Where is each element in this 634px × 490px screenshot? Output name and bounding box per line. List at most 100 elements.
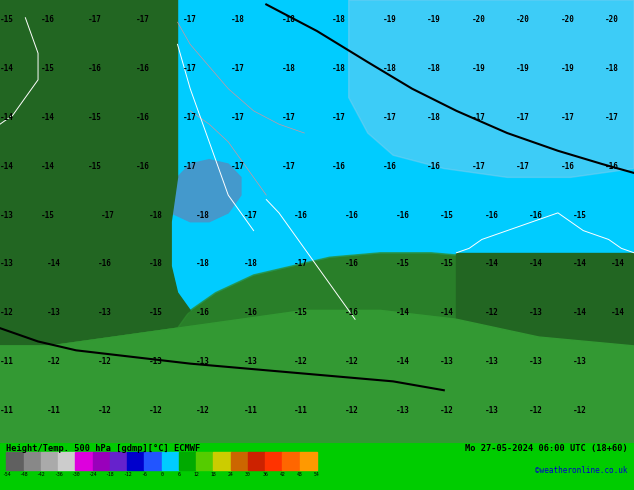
Text: -16: -16 — [345, 259, 359, 269]
Text: -16: -16 — [332, 162, 346, 171]
Text: 48: 48 — [297, 472, 302, 477]
Text: -17: -17 — [383, 113, 397, 122]
Text: -19: -19 — [472, 64, 486, 73]
Text: -12: -12 — [98, 357, 112, 366]
Text: -15: -15 — [0, 16, 13, 24]
Text: 6: 6 — [178, 472, 180, 477]
Text: -17: -17 — [332, 113, 346, 122]
Text: -13: -13 — [98, 308, 112, 317]
Polygon shape — [0, 253, 634, 346]
Text: -18: -18 — [605, 64, 619, 73]
Text: -15: -15 — [88, 162, 102, 171]
Text: Height/Temp. 500 hPa [gdmp][°C] ECMWF: Height/Temp. 500 hPa [gdmp][°C] ECMWF — [6, 444, 200, 453]
Text: -18: -18 — [243, 259, 257, 269]
Text: -15: -15 — [148, 308, 162, 317]
Text: -12: -12 — [196, 406, 210, 415]
Text: -17: -17 — [101, 211, 115, 220]
Text: -17: -17 — [88, 16, 102, 24]
Text: -11: -11 — [0, 406, 13, 415]
Text: -16: -16 — [196, 308, 210, 317]
Text: -11: -11 — [0, 357, 13, 366]
Text: -12: -12 — [345, 406, 359, 415]
Text: -18: -18 — [332, 64, 346, 73]
Text: -14: -14 — [0, 162, 13, 171]
Text: -15: -15 — [440, 211, 454, 220]
Bar — [283, 452, 300, 469]
Text: -17: -17 — [231, 162, 245, 171]
Text: 24: 24 — [228, 472, 233, 477]
Polygon shape — [0, 311, 634, 443]
Polygon shape — [456, 253, 634, 443]
Text: 36: 36 — [262, 472, 268, 477]
Text: -13: -13 — [484, 357, 498, 366]
Text: -12: -12 — [294, 357, 308, 366]
Polygon shape — [171, 0, 634, 311]
Text: -18: -18 — [196, 259, 210, 269]
Text: -48: -48 — [19, 472, 28, 477]
Text: -11: -11 — [294, 406, 308, 415]
Text: -16: -16 — [383, 162, 397, 171]
Bar — [23, 452, 41, 469]
Text: -13: -13 — [196, 357, 210, 366]
Text: -18: -18 — [106, 472, 114, 477]
Bar — [6, 452, 23, 469]
Text: -12: -12 — [573, 406, 587, 415]
Text: -18: -18 — [427, 113, 441, 122]
Text: -13: -13 — [396, 406, 410, 415]
Text: -13: -13 — [573, 357, 587, 366]
Text: -12: -12 — [484, 308, 498, 317]
Text: -18: -18 — [281, 16, 295, 24]
Text: -17: -17 — [472, 113, 486, 122]
Text: -15: -15 — [41, 211, 55, 220]
Text: -16: -16 — [484, 211, 498, 220]
Text: -17: -17 — [243, 211, 257, 220]
Bar — [248, 452, 265, 469]
Text: -17: -17 — [183, 64, 197, 73]
Text: -16: -16 — [294, 211, 308, 220]
Text: -15: -15 — [396, 259, 410, 269]
Bar — [75, 452, 93, 469]
Bar — [196, 452, 214, 469]
Text: -13: -13 — [440, 357, 454, 366]
Bar — [58, 452, 75, 469]
Text: -18: -18 — [281, 64, 295, 73]
Bar — [179, 452, 196, 469]
Text: -17: -17 — [605, 113, 619, 122]
Text: -17: -17 — [231, 113, 245, 122]
Polygon shape — [0, 0, 190, 337]
Text: -17: -17 — [472, 162, 486, 171]
Text: -12: -12 — [440, 406, 454, 415]
Text: -13: -13 — [529, 357, 543, 366]
Text: -14: -14 — [484, 259, 498, 269]
Text: -13: -13 — [243, 357, 257, 366]
Bar — [300, 452, 317, 469]
Text: -16: -16 — [88, 64, 102, 73]
Bar — [231, 452, 248, 469]
Text: -19: -19 — [560, 64, 574, 73]
Text: -14: -14 — [41, 162, 55, 171]
Text: -16: -16 — [136, 64, 150, 73]
Text: -16: -16 — [396, 211, 410, 220]
Text: -11: -11 — [243, 406, 257, 415]
Text: -42: -42 — [37, 472, 45, 477]
Text: -18: -18 — [332, 16, 346, 24]
Text: -12: -12 — [47, 357, 61, 366]
Text: -17: -17 — [183, 162, 197, 171]
Text: -18: -18 — [231, 16, 245, 24]
Text: -12: -12 — [345, 357, 359, 366]
Text: -16: -16 — [605, 162, 619, 171]
Bar — [110, 452, 127, 469]
Bar — [162, 452, 179, 469]
Text: 18: 18 — [210, 472, 216, 477]
Text: ©weatheronline.co.uk: ©weatheronline.co.uk — [535, 466, 628, 475]
Text: -13: -13 — [529, 308, 543, 317]
Text: -12: -12 — [529, 406, 543, 415]
Text: 30: 30 — [245, 472, 251, 477]
Text: -18: -18 — [196, 211, 210, 220]
Text: -54: -54 — [2, 472, 11, 477]
Text: -13: -13 — [0, 211, 13, 220]
Text: -16: -16 — [560, 162, 574, 171]
Text: -16: -16 — [345, 308, 359, 317]
Text: -14: -14 — [573, 259, 587, 269]
Text: -14: -14 — [47, 259, 61, 269]
